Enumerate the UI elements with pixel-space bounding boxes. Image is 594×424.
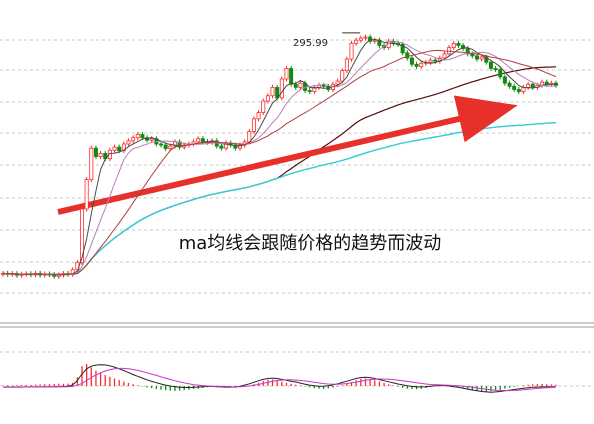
up-candle [344,58,349,72]
up-candle [526,83,531,88]
down-candle [516,89,521,92]
up-candle [112,146,117,151]
down-candle [93,147,98,157]
down-candle [507,82,512,87]
up-candle [256,112,261,120]
up-candle [451,42,456,48]
macd-dea-line [3,367,557,392]
up-candle [298,82,303,88]
up-candle [442,53,447,59]
up-candle [340,70,345,82]
up-candle [89,147,94,181]
down-candle [275,86,280,99]
down-candle [530,83,535,88]
up-candle [335,80,340,85]
ma5-line [2,38,557,276]
macd-panel [2,364,557,393]
down-candle [484,56,489,63]
down-candle [158,143,163,146]
down-candle [409,57,414,65]
down-candle [368,36,373,42]
down-candle [307,90,312,92]
down-candle [289,68,294,85]
up-candle [84,179,89,210]
down-candle [233,144,238,149]
up-candle [279,78,284,99]
down-candle [474,55,479,60]
up-candle [196,138,201,143]
ma10-line [2,41,557,276]
down-candle [321,84,326,87]
up-candle [349,42,354,60]
down-candle [456,42,461,46]
up-candle [354,39,359,44]
up-candle [428,59,433,63]
up-candle [358,37,363,41]
down-candle [117,146,122,152]
up-candle [107,149,112,160]
down-candle [219,145,224,149]
up-candle [363,36,368,39]
up-candle [265,95,270,102]
annotation-layer: 295.99 ma均线会跟随价格的趋势而波动 [179,38,442,254]
down-candle [502,76,507,84]
up-candle [237,144,242,149]
down-candle [544,81,549,85]
up-candle [80,208,85,263]
macd-dif-line [3,364,556,393]
down-candle [400,44,405,54]
trend-arrow [57,95,518,215]
down-candle [163,144,168,149]
up-candle [479,56,484,60]
down-candle [433,59,438,62]
ma20-line [2,49,557,275]
down-candle [405,52,410,59]
high-price-label: 295.99 [293,38,328,49]
down-candle [498,69,503,78]
up-candle [284,68,289,80]
up-candle [447,47,452,55]
up-candle [135,134,140,139]
down-candle [293,83,298,88]
up-candle [270,86,275,97]
down-candle [140,134,145,139]
down-candle [488,61,493,69]
up-candle [126,140,131,145]
up-candle [419,62,424,67]
up-candle [261,100,266,113]
up-candle [251,118,256,132]
up-candle [372,39,377,42]
up-candle [168,145,173,149]
down-candle [512,85,517,90]
up-candle [98,153,103,157]
down-candle [414,63,419,67]
chart-annotation-caption: ma均线会跟随价格的趋势而波动 [179,233,442,254]
trend-arrow-layer [57,95,518,215]
down-candle [493,68,498,70]
up-candle [131,137,136,142]
up-candle [312,86,317,92]
down-candle [461,45,466,49]
down-candle [200,138,205,142]
up-candle [149,138,154,141]
short-ma-layer [2,38,557,276]
